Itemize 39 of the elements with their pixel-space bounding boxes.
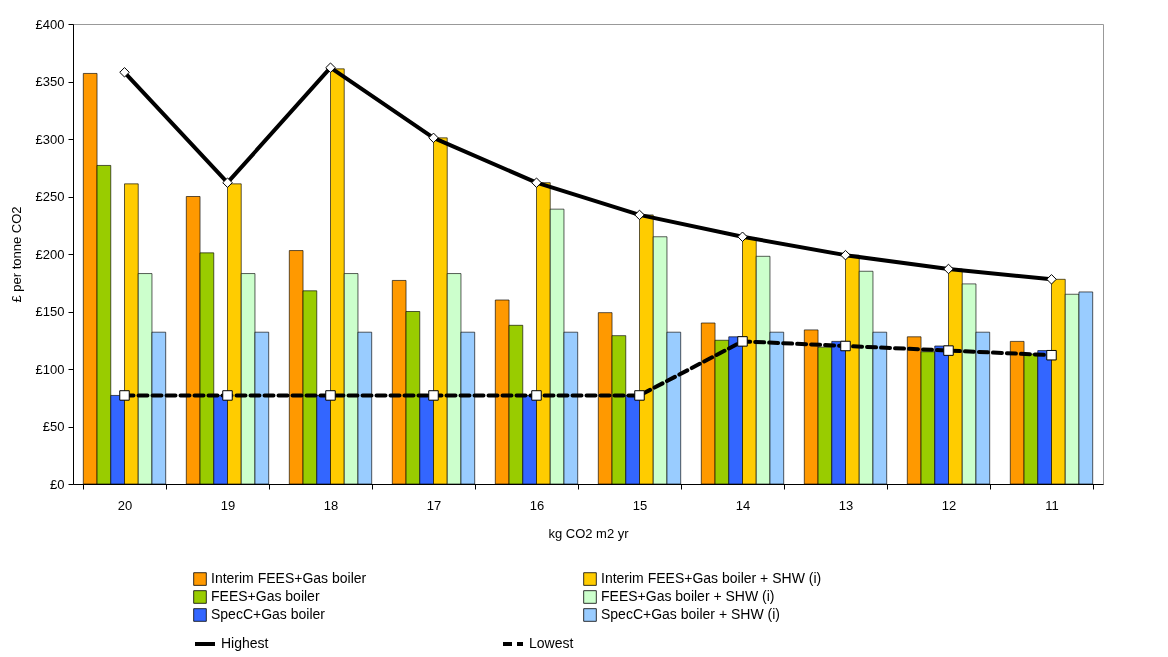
y-tick-label: £0 — [50, 476, 65, 492]
x-tick-label: 15 — [632, 497, 648, 513]
legend-label: Highest — [221, 635, 269, 651]
y-tick-label: £200 — [35, 246, 65, 262]
x-tick-label: 13 — [838, 497, 854, 513]
y-tick-label: £300 — [35, 131, 65, 147]
point — [634, 390, 645, 401]
point — [222, 390, 233, 401]
legend-label: SpecC+Gas boiler — [211, 606, 326, 622]
point — [119, 390, 130, 401]
point — [325, 390, 336, 401]
point — [943, 345, 954, 356]
point — [737, 336, 748, 347]
point — [840, 340, 851, 352]
x-tick-label: 17 — [426, 497, 442, 513]
x-tick-label: 18 — [323, 497, 339, 513]
y-tick-label: £100 — [35, 361, 65, 377]
x-axis-title: kg CO2 m2 yr — [548, 525, 630, 541]
x-tick-label: 20 — [117, 497, 133, 513]
point — [531, 390, 542, 401]
legend-label: Interim FEES+Gas boiler + SHW (i) — [601, 570, 822, 587]
x-tick-label: 19 — [220, 497, 236, 513]
y-tick-label: £350 — [35, 74, 65, 89]
point — [428, 390, 439, 401]
x-tick-label: 14 — [735, 497, 751, 513]
legend-label: FEES+Gas boiler + SHW (i) — [601, 588, 775, 604]
y-tick-label: £50 — [42, 419, 65, 434]
y-tick-label: £250 — [35, 189, 65, 204]
legend-label: SpecC+Gas boiler + SHW (i) — [601, 606, 780, 622]
y-tick-label: £150 — [35, 304, 65, 319]
y-axis-title: £ per tonne CO2 — [8, 206, 24, 303]
x-tick-label: 16 — [529, 497, 545, 513]
legend-label: Lowest — [529, 635, 574, 651]
x-tick-label: 12 — [941, 497, 957, 513]
legend-label: FEES+Gas boiler — [211, 588, 320, 604]
point — [1046, 349, 1057, 361]
x-tick-label: 11 — [1045, 497, 1059, 513]
legend-label: Interim FEES+Gas boiler — [211, 570, 367, 587]
y-tick-label: £400 — [35, 16, 65, 32]
